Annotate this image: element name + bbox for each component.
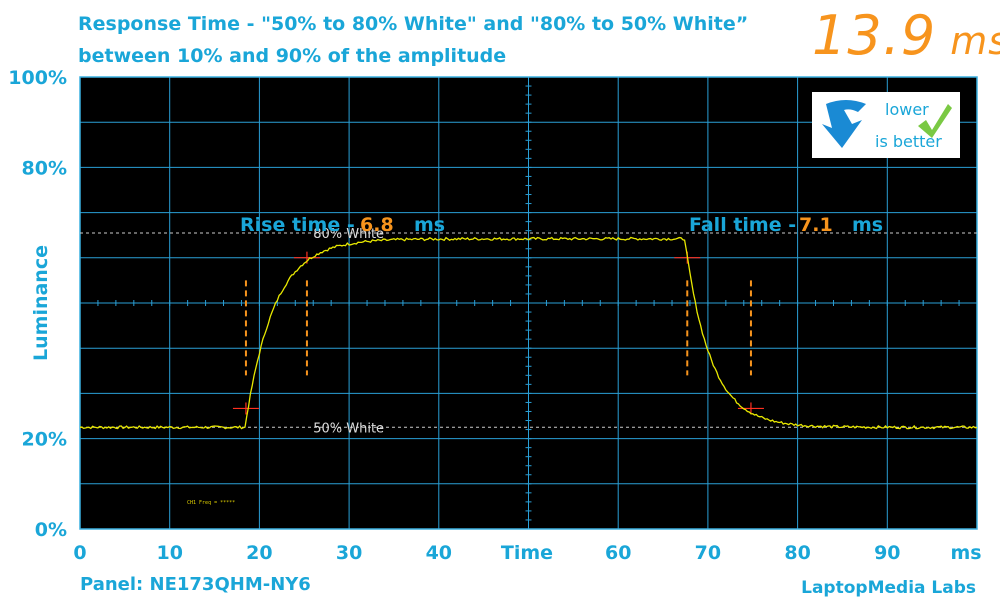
channel-frequency-text: CH1 Freq = *****	[187, 500, 235, 506]
plot-frame	[79, 76, 978, 530]
x-tick-labels: 0 10 20 30 40 60 70 80 90	[73, 542, 900, 564]
y-tick-label: 20%	[22, 429, 67, 451]
luminance-trace	[79, 236, 978, 430]
rise-time-label: Rise time -	[240, 214, 361, 236]
y-axis-label: Luminance	[30, 245, 52, 361]
chart-title: Response Time - "50% to 80% White" and "…	[78, 8, 748, 72]
x-tick-label: 40	[426, 542, 452, 564]
badge-line-1: lower	[885, 100, 929, 119]
y-tick-label: 100%	[8, 67, 67, 89]
x-tick-label: 0	[73, 542, 86, 564]
title-line-1: Response Time - "50% to 80% White" and "…	[78, 13, 749, 35]
total-response-unit: ms	[950, 19, 1000, 63]
x-tick-label: 30	[336, 542, 362, 564]
x-tick-label: 20	[246, 542, 272, 564]
reference-lines: 80% White 50% White	[80, 227, 977, 436]
x-tick-label: 80	[784, 542, 810, 564]
reference-line-label: 80% White	[313, 227, 384, 242]
total-response-readout: 13.9 ms	[812, 6, 1000, 71]
brand-label: LaptopMedia Labs	[801, 578, 976, 598]
down-arrow-icon	[822, 100, 866, 148]
panel-label: Panel: NE173QHM-NY6	[80, 574, 311, 595]
fall-time-value: 7.1	[799, 214, 833, 236]
grid	[79, 76, 978, 530]
fall-time-label: Fall time -	[689, 214, 803, 236]
x-axis-unit: ms	[950, 542, 981, 564]
fall-time-unit: ms	[852, 214, 883, 236]
y-tick-label: 80%	[22, 157, 67, 179]
total-response-value: 13.9	[812, 4, 937, 67]
x-tick-label: 10	[156, 542, 182, 564]
y-tick-labels: 0% 20% 80% 100%	[8, 67, 67, 541]
x-tick-label: 60	[605, 542, 631, 564]
badge-line-2: is better	[875, 132, 942, 151]
x-tick-label: 70	[695, 542, 721, 564]
x-axis-label: Time	[501, 542, 553, 564]
rise-time-value: 6.8	[360, 214, 394, 236]
lower-is-better-badge: lower is better	[812, 92, 960, 158]
checkmark-icon	[918, 104, 952, 138]
title-line-2: between 10% and 90% of the amplitude	[78, 45, 507, 67]
x-tick-label: 90	[874, 542, 900, 564]
reference-line-label: 50% White	[313, 421, 384, 436]
y-tick-label: 0%	[35, 519, 67, 541]
rise-time-unit: ms	[414, 214, 445, 236]
